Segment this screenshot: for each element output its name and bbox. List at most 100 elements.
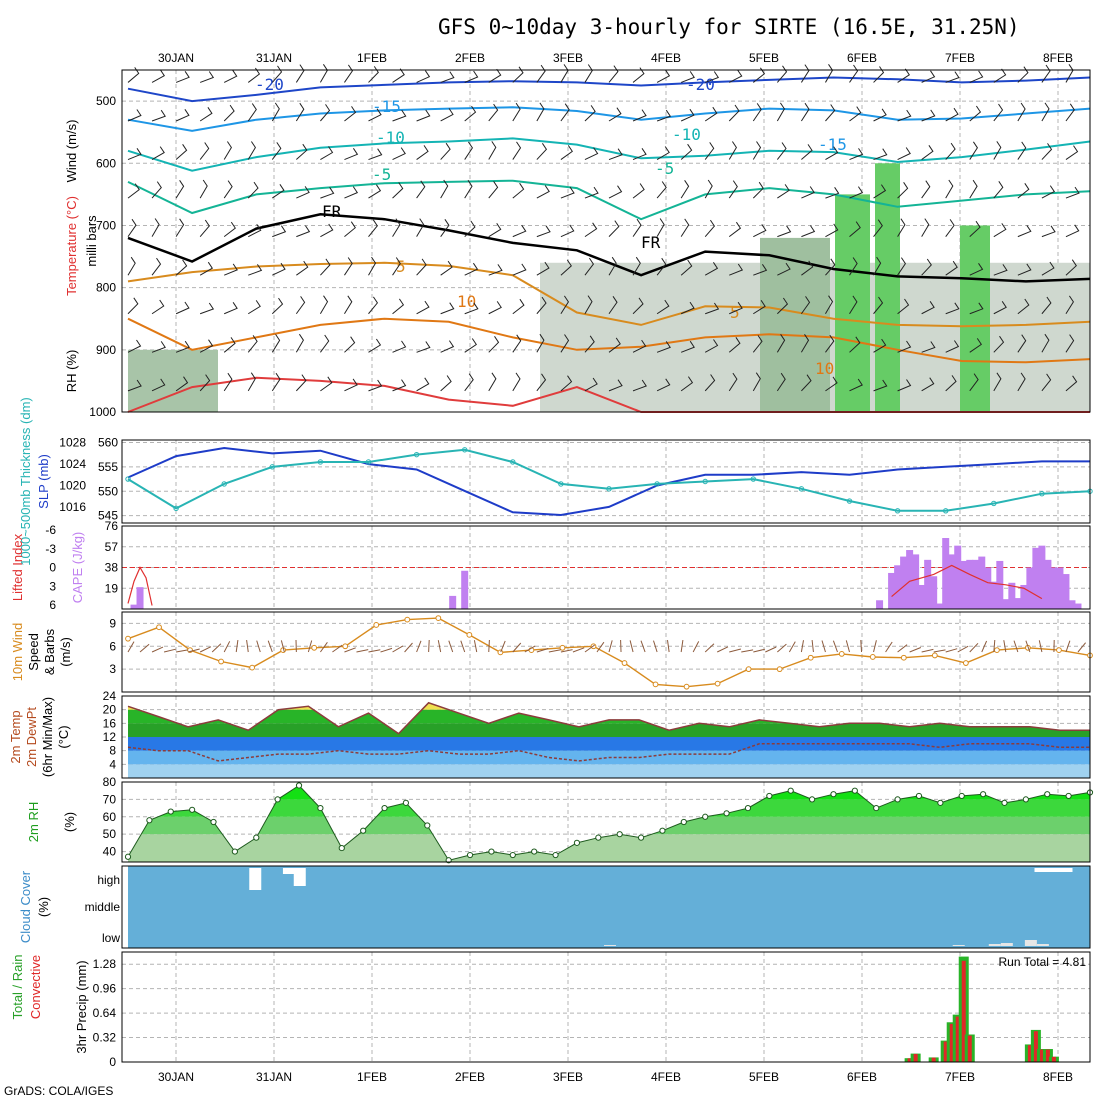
wind-barb <box>584 257 595 276</box>
wind-barb <box>488 181 499 199</box>
precip-side-labels: Total / Rain Convective 3hr Precip (mm) <box>10 954 89 1053</box>
isotherm-line <box>127 179 1091 221</box>
wind-barb <box>921 258 932 276</box>
wind-barb <box>729 301 743 315</box>
wind-barb <box>151 646 164 653</box>
wind-barb <box>392 147 406 160</box>
rh-point <box>958 792 965 800</box>
rh-line <box>127 784 1091 861</box>
wind-barb <box>512 642 522 653</box>
wind-barb <box>873 379 888 392</box>
thickness-point <box>1039 491 1045 497</box>
wind-barb <box>464 302 479 315</box>
wind-barb <box>199 107 213 122</box>
thickness-point <box>750 476 756 482</box>
cape-bar <box>984 567 992 609</box>
temperature-axis-label: Temperature (°C) <box>64 196 79 296</box>
precip-conv-bar <box>1045 1049 1050 1062</box>
wind-barb <box>247 300 261 315</box>
wind-barb <box>680 108 695 122</box>
wind-barb <box>199 646 212 653</box>
wind-barb <box>704 339 719 353</box>
wind-barb <box>1041 185 1056 199</box>
wind-barb <box>416 70 431 83</box>
top-date-label: 7FEB <box>945 51 975 65</box>
wind-barb <box>368 649 381 653</box>
wind-barb <box>368 219 378 237</box>
lifted-index-tick-label: -6 <box>45 523 56 537</box>
contour-label: 10 <box>815 359 834 378</box>
wind-barb <box>440 375 452 392</box>
thickness-point <box>173 505 179 512</box>
wind-barb <box>320 258 331 276</box>
wind-barb <box>344 257 353 276</box>
wind-barb <box>921 145 934 160</box>
wind-speed-point <box>900 654 907 661</box>
wind-barb <box>993 639 996 653</box>
wind-barb <box>656 146 670 160</box>
wind-barb <box>680 640 684 653</box>
wind-barb <box>788 641 796 653</box>
wind-barb <box>295 102 305 122</box>
wind-barb <box>969 642 979 653</box>
rh-point <box>295 782 303 789</box>
wind-barb <box>656 109 672 122</box>
wind-barb <box>319 64 328 83</box>
wind-barb <box>921 301 935 315</box>
top-date-label: 6FEB <box>847 51 877 65</box>
wind-barb <box>584 222 598 238</box>
wind-barb <box>680 340 695 353</box>
cape-bar <box>1014 598 1022 609</box>
wind-barb <box>488 372 497 392</box>
temperature-tick-label: 24 <box>103 689 117 703</box>
cloud-level-label: middle <box>85 900 121 914</box>
run-total: Run Total = 4.81 <box>998 955 1086 969</box>
wind-barb <box>246 640 249 653</box>
wind-barb <box>825 258 836 276</box>
wind-barb <box>753 264 768 276</box>
cape-bar <box>1050 567 1058 609</box>
rh-point <box>723 810 730 817</box>
wind-barb <box>464 179 473 199</box>
wind-barb <box>368 379 383 392</box>
wind-barb <box>776 65 788 83</box>
wind-tick-label: 3 <box>109 662 116 676</box>
wind-speed-point <box>218 658 224 665</box>
wind-barb <box>464 262 479 276</box>
wind-barb <box>777 643 787 653</box>
wind-barb <box>536 102 545 122</box>
wind-barb <box>536 296 547 315</box>
wind-barb <box>969 220 981 238</box>
wind-speed-point <box>125 635 131 642</box>
wind-label: & Barbs <box>42 628 57 675</box>
precip-tick-label: 0.64 <box>93 1006 117 1020</box>
wind-barb <box>356 649 369 653</box>
wind-barb <box>344 64 354 83</box>
wind-barb <box>825 104 836 122</box>
wind-barb <box>368 296 379 315</box>
panel-frame <box>121 611 1091 693</box>
wind-barb <box>608 185 623 199</box>
precip-conv-bar <box>967 1035 972 1062</box>
panel-frame <box>121 525 1091 610</box>
wind-barb <box>272 184 285 199</box>
rh-point <box>509 851 516 859</box>
wind-barb <box>247 335 258 353</box>
contour-label: 10 <box>457 292 476 311</box>
wind-barb <box>416 109 431 122</box>
temperature-band <box>128 702 1090 710</box>
bottom-date-label: 31JAN <box>256 1070 292 1084</box>
wind-speed-point <box>1056 647 1062 653</box>
wind-barb <box>296 260 309 276</box>
wind-barb <box>416 640 422 653</box>
wind-barb <box>271 65 283 83</box>
wind-barb <box>175 218 185 237</box>
wind-barb <box>584 186 599 199</box>
contour-label: -10 <box>376 128 405 147</box>
rh-point <box>766 792 773 800</box>
wind-barb <box>512 182 525 199</box>
rh-point <box>1001 799 1008 806</box>
wind-barb <box>608 379 623 392</box>
lifted-index-line <box>127 566 153 606</box>
wind-speed-point <box>466 631 473 638</box>
